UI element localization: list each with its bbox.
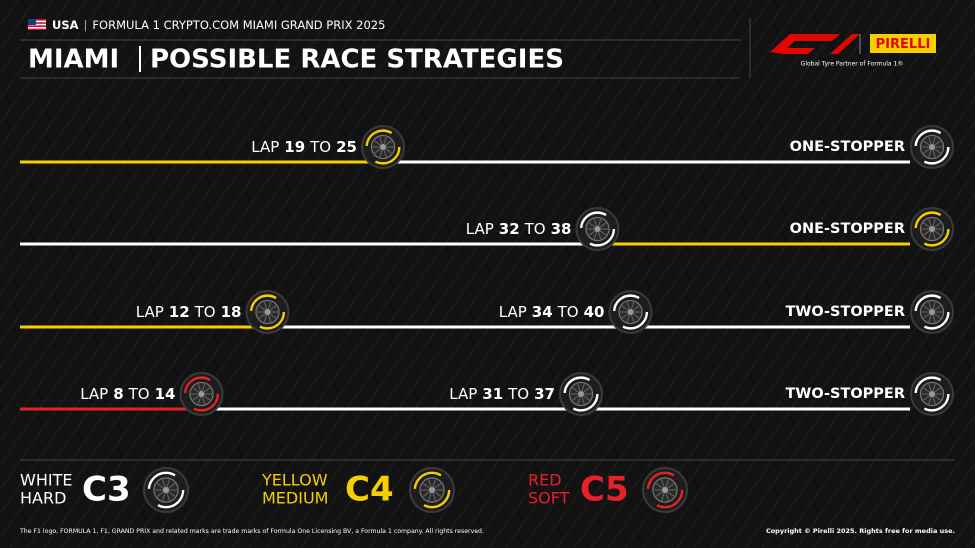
tyre-icon bbox=[409, 467, 455, 513]
tyre-icon bbox=[608, 290, 653, 334]
tyre-icon bbox=[910, 372, 954, 416]
lap-word: LAP bbox=[251, 138, 279, 156]
compound-color: YELLOW bbox=[261, 471, 328, 490]
hub bbox=[661, 486, 669, 494]
compound-code: C3 bbox=[82, 470, 131, 510]
tyre-icon bbox=[245, 290, 290, 334]
hub bbox=[380, 144, 386, 150]
lap-word: LAP bbox=[449, 385, 477, 403]
tyre-band bbox=[579, 211, 616, 247]
lap-from: 8 bbox=[113, 385, 123, 403]
strategy-name: ONE-STOPPER bbox=[790, 139, 905, 155]
hub bbox=[198, 391, 205, 397]
footer-left: The F1 logo, FORMULA 1, F1, GRAND PRIX a… bbox=[19, 528, 484, 535]
hub bbox=[627, 309, 634, 315]
hub bbox=[578, 391, 584, 397]
tyre-icon bbox=[179, 372, 224, 416]
compound-name: HARD bbox=[20, 489, 66, 508]
to-word: TO bbox=[309, 138, 331, 156]
f1-logo bbox=[770, 34, 860, 54]
lap-to: 14 bbox=[155, 385, 176, 403]
to-word: TO bbox=[194, 303, 216, 321]
lap-word: LAP bbox=[499, 303, 527, 321]
lap-to: 18 bbox=[221, 303, 242, 321]
tyre-icon bbox=[361, 125, 405, 169]
lap-word: LAP bbox=[136, 303, 164, 321]
lap-word: LAP bbox=[80, 385, 108, 403]
event-line: USA | FORMULA 1 CRYPTO.COM MIAMI GRAND PRI… bbox=[52, 18, 385, 32]
tyre-icon bbox=[143, 467, 189, 513]
compound-code: C4 bbox=[345, 470, 394, 510]
event-name: FORMULA 1 CRYPTO.COM MIAMI GRAND PRIX 20… bbox=[92, 18, 385, 32]
hub bbox=[594, 226, 601, 232]
tyre-band bbox=[914, 211, 950, 247]
stop-label: LAP 19 TO 25 bbox=[251, 138, 357, 156]
stop-label: LAP 8 TO 14 bbox=[80, 385, 175, 403]
tyre-band bbox=[563, 376, 599, 412]
title-left: MIAMI bbox=[28, 45, 119, 75]
tyre-band bbox=[914, 129, 950, 165]
tyre-icon bbox=[642, 467, 688, 513]
lap-to: 40 bbox=[584, 303, 605, 321]
country: USA bbox=[52, 18, 79, 32]
tyre-band bbox=[147, 471, 185, 509]
tyre-icon bbox=[910, 207, 954, 251]
lap-word: LAP bbox=[466, 220, 494, 238]
compound-color: RED bbox=[528, 471, 562, 490]
flag bbox=[28, 19, 46, 30]
stop-label: LAP 31 TO 37 bbox=[449, 385, 555, 403]
compound-code: C5 bbox=[580, 470, 629, 510]
lap-to: 37 bbox=[534, 385, 555, 403]
tyre-band bbox=[914, 294, 950, 330]
tyre-band bbox=[183, 376, 220, 412]
tyre-icon bbox=[559, 372, 603, 416]
hub bbox=[428, 486, 436, 494]
tyre-band bbox=[249, 294, 286, 330]
lap-from: 31 bbox=[482, 385, 503, 403]
tyre-icon bbox=[575, 207, 620, 251]
hub bbox=[929, 391, 935, 397]
separator: | bbox=[84, 18, 88, 32]
stop-label: LAP 32 TO 38 bbox=[466, 220, 572, 238]
compound-name: MEDIUM bbox=[262, 489, 328, 508]
compound-color: WHITE bbox=[20, 471, 72, 490]
to-word: TO bbox=[524, 220, 546, 238]
tyre-band bbox=[646, 471, 684, 509]
hub bbox=[929, 144, 935, 150]
lap-from: 32 bbox=[499, 220, 520, 238]
brand-box bbox=[870, 34, 936, 53]
hub bbox=[264, 309, 271, 315]
lap-from: 34 bbox=[532, 303, 553, 321]
compound-name: SOFT bbox=[528, 489, 570, 508]
hub bbox=[929, 309, 935, 315]
to-word: TO bbox=[507, 385, 529, 403]
tyre-icon bbox=[910, 290, 954, 334]
strategy-name: ONE-STOPPER bbox=[790, 221, 905, 237]
stop-label: LAP 34 TO 40 bbox=[499, 303, 605, 321]
title-right: POSSIBLE RACE STRATEGIES bbox=[150, 45, 564, 75]
tyre-band bbox=[413, 471, 451, 509]
to-word: TO bbox=[557, 303, 579, 321]
tyre-band bbox=[365, 129, 401, 165]
tyre-band bbox=[612, 294, 649, 330]
lap-from: 12 bbox=[169, 303, 190, 321]
lap-from: 19 bbox=[284, 138, 305, 156]
hub bbox=[162, 486, 170, 494]
footer-right: Copyright © Pirelli 2025. Rights free fo… bbox=[766, 527, 955, 535]
brand-name: PIRELLI bbox=[876, 37, 931, 52]
hub bbox=[929, 226, 935, 232]
strategy-name: TWO-STOPPER bbox=[786, 304, 905, 320]
strategy-name: TWO-STOPPER bbox=[786, 386, 905, 402]
tyre-icon bbox=[910, 125, 954, 169]
lap-to: 25 bbox=[336, 138, 357, 156]
stop-label: LAP 12 TO 18 bbox=[136, 303, 242, 321]
lap-to: 38 bbox=[551, 220, 572, 238]
tyre-band bbox=[914, 376, 950, 412]
to-word: TO bbox=[128, 385, 150, 403]
partner-text: Global Tyre Partner of Formula 1® bbox=[801, 61, 904, 68]
